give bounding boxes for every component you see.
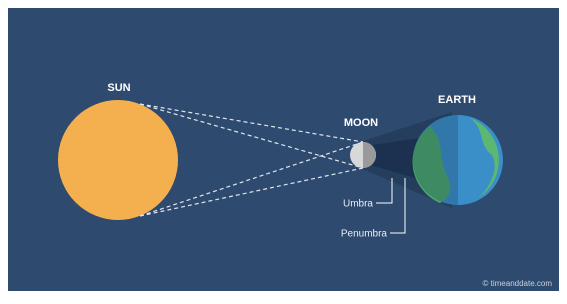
credit: © timeanddate.com <box>483 279 553 288</box>
moon-label: MOON <box>344 117 378 129</box>
diagram: SUN MOON EARTH Umbra Penumbra © timeandd… <box>0 0 567 304</box>
sun-label: SUN <box>107 82 130 94</box>
sun <box>58 100 178 220</box>
umbra-label: Umbra <box>343 199 373 210</box>
penumbra-label: Penumbra <box>341 229 388 240</box>
earth-label: EARTH <box>438 94 476 106</box>
page: {"labels": {"sun": "SUN", "moon": "MOON"… <box>0 0 567 304</box>
